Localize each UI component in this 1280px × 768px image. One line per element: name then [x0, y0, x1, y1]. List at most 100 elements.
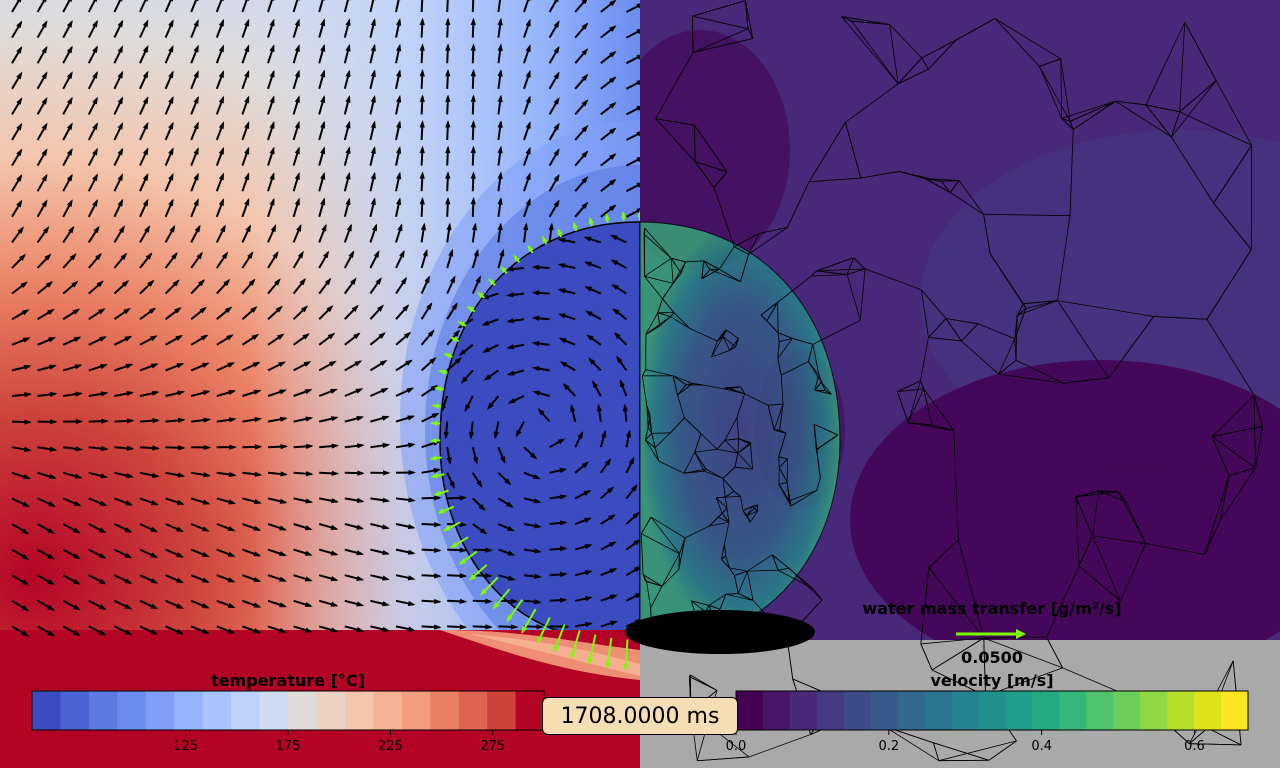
mesh-edge: [694, 125, 696, 162]
mesh-edge: [654, 432, 671, 448]
mesh-edge: [734, 575, 739, 594]
velocity-arrow-head: [193, 147, 199, 155]
mesh-edge: [864, 268, 922, 291]
mesh-edge: [734, 570, 748, 576]
mesh-edge: [921, 289, 947, 319]
velocity-arrow: [36, 0, 46, 13]
velocity-arrow-head: [48, 336, 57, 343]
velocity-arrow-head: [124, 527, 133, 533]
velocity-arrow-head: [636, 54, 640, 60]
velocity-arrow-head: [168, 96, 174, 104]
mesh-edge: [928, 567, 985, 639]
velocity-arrow-head: [171, 252, 178, 260]
velocity-arrow-head: [248, 278, 256, 286]
velocity-arrow-head: [345, 171, 351, 180]
velocity-arrow-head: [41, 71, 48, 80]
velocity-arrow-head: [581, 0, 588, 5]
mesh-edge: [1145, 543, 1205, 555]
velocity-arrow-head: [100, 473, 109, 479]
velocity-arrow-head: [608, 514, 616, 521]
velocity-arrow-head: [16, 97, 23, 105]
mesh-edge: [744, 0, 749, 29]
mesh-edge: [983, 214, 991, 254]
mesh-edge: [977, 323, 1016, 340]
velocity-arrow-head: [581, 73, 589, 81]
velocity-arrow-head: [177, 390, 186, 396]
velocity-arrow-head: [330, 388, 338, 394]
velocity-arrow-head: [356, 550, 365, 556]
velocity-arrow-head: [272, 251, 279, 259]
velocity-arrow-head: [193, 121, 199, 130]
velocity-colorbar-swatch: [1113, 691, 1141, 730]
velocity-arrow-head: [378, 332, 386, 339]
velocity-arrow-head: [142, 121, 149, 130]
velocity-arrow-head: [382, 442, 391, 449]
velocity-arrow-head: [150, 552, 159, 558]
mesh-edge: [884, 726, 940, 762]
temperature-colorbar-swatch: [430, 691, 460, 730]
mesh-edge: [781, 361, 809, 376]
mesh-edge: [1057, 215, 1071, 301]
velocity-arrow-head: [244, 172, 250, 181]
velocity-arrow-head: [531, 341, 540, 347]
velocity-arrow-head: [370, 120, 376, 129]
velocity-arrow-head: [224, 306, 233, 314]
mass-transfer-arrow-head: [428, 455, 437, 461]
velocity-arrow-head: [345, 146, 351, 155]
velocity-arrow-head: [609, 102, 617, 109]
velocity-arrow-head: [177, 472, 186, 478]
velocity-arrow-head: [148, 307, 157, 314]
mesh-edge: [777, 332, 780, 342]
velocity-arrow-head: [195, 0, 199, 2]
mesh-edge: [953, 430, 959, 540]
mass-transfer-arrow-head: [458, 558, 467, 566]
mesh-edge: [812, 588, 823, 601]
velocity-arrow-head: [151, 500, 159, 506]
mesh-edge: [670, 316, 691, 329]
velocity-arrow-head: [636, 131, 640, 137]
velocity-arrow-head: [500, 455, 506, 464]
mesh-edge: [744, 393, 769, 406]
velocity-arrow-head: [98, 553, 107, 559]
velocity-arrow-head: [396, 43, 402, 52]
velocity-arrow-head: [397, 223, 403, 232]
velocity-arrow-head: [41, 148, 48, 156]
velocity-arrow: [62, 0, 71, 13]
velocity-arrow-head: [193, 19, 199, 27]
velocity-arrow-head: [557, 438, 566, 445]
velocity-arrow-head: [251, 333, 260, 341]
mesh-edge: [1075, 496, 1080, 567]
velocity-arrow-head: [553, 199, 560, 208]
mesh-edge: [777, 341, 780, 359]
mesh-edge: [1060, 58, 1063, 119]
velocity-arrow-head: [525, 121, 531, 129]
velocity-arrow-head: [609, 25, 617, 32]
velocity-arrow-head: [41, 199, 48, 208]
velocity-arrow-head: [453, 329, 461, 337]
mass-transfer-arrow-head: [429, 437, 437, 444]
velocity-arrow-head: [470, 120, 476, 128]
velocity-arrow-head: [396, 197, 402, 206]
velocity-arrow-head: [408, 469, 416, 476]
velocity-arrow-head: [407, 524, 416, 530]
velocity-arrow-head: [396, 146, 402, 154]
mesh-edge: [670, 417, 685, 434]
velocity-arrow-head: [636, 182, 640, 188]
mesh-edge: [734, 466, 753, 470]
velocity-arrow-head: [23, 474, 32, 480]
velocity-arrow-head: [244, 44, 250, 53]
velocity-arrow-head: [73, 630, 81, 636]
velocity-arrow-head: [247, 251, 254, 259]
mesh-edge: [724, 522, 730, 545]
mass-transfer-arrows: [428, 210, 640, 672]
velocity-colorbar-swatch: [978, 691, 1006, 730]
velocity-arrow-head: [279, 525, 287, 531]
mesh-edge: [1117, 491, 1147, 544]
velocity-colorbar-tick-label: 0.0: [726, 739, 747, 754]
velocity-arrow-head: [169, 224, 176, 233]
mesh-edge: [983, 637, 986, 696]
mesh-edge: [921, 39, 957, 59]
velocity-arrow-head: [126, 418, 135, 424]
mesh-edge: [746, 515, 751, 523]
mesh-edge: [689, 328, 718, 342]
